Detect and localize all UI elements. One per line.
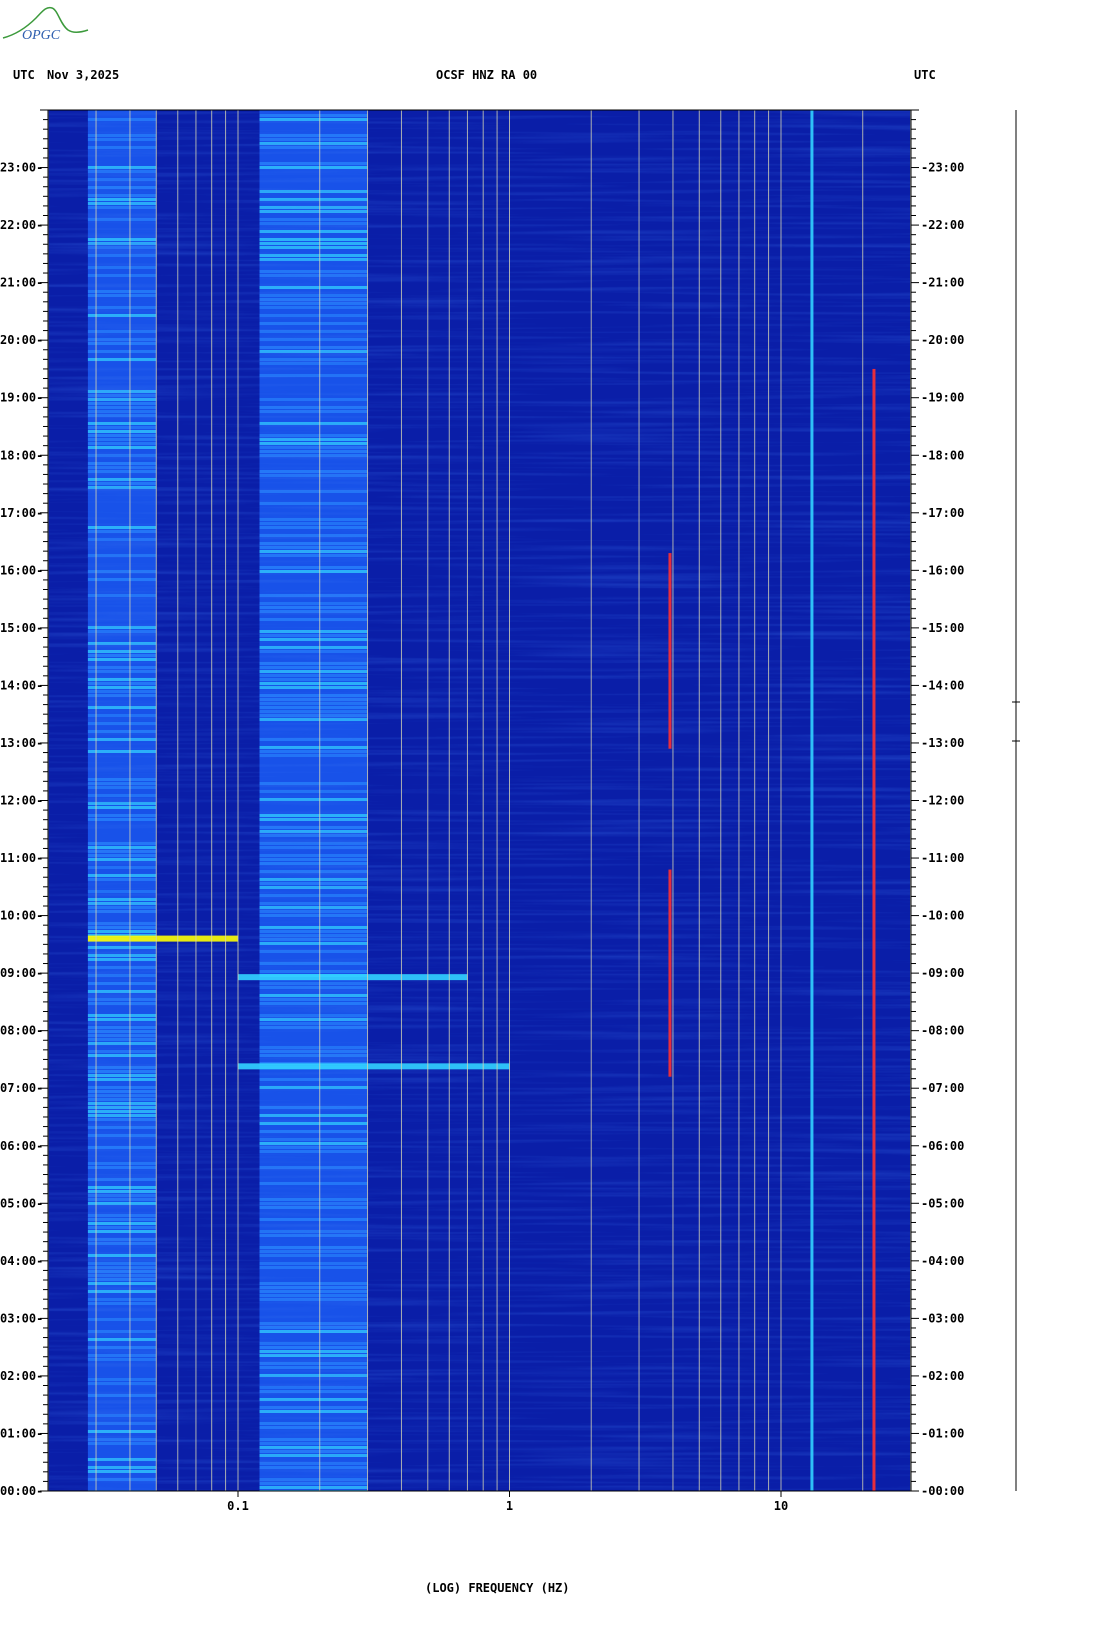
y-tick-label-left: 22:00- [0, 218, 43, 232]
y-tick-label-right: -06:00 [921, 1139, 964, 1153]
y-tick-label-right: -05:00 [921, 1196, 964, 1210]
y-tick-label-right: -16:00 [921, 563, 964, 577]
y-tick-label-right: -10:00 [921, 909, 964, 923]
y-tick-label-left: 23:00- [0, 161, 43, 175]
y-tick-label-left: 09:00- [0, 966, 43, 980]
y-tick-label-right: -00:00 [921, 1484, 964, 1498]
y-tick-label-left: 02:00- [0, 1369, 43, 1383]
y-tick-label-right: -17:00 [921, 506, 964, 520]
y-tick-label-right: -09:00 [921, 966, 964, 980]
y-tick-label-right: -07:00 [921, 1081, 964, 1095]
y-tick-label-left: 00:00- [0, 1484, 43, 1498]
left-timezone-label: UTC [13, 68, 35, 82]
y-tick-label-left: 12:00- [0, 794, 43, 808]
x-tick-label: 1 [506, 1499, 513, 1513]
y-tick-label-left: 05:00- [0, 1196, 43, 1210]
y-tick-label-left: 21:00- [0, 276, 43, 290]
y-tick-label-left: 16:00- [0, 563, 43, 577]
station-title: OCSF HNZ RA 00 [436, 68, 538, 82]
y-tick-label-right: -12:00 [921, 794, 964, 808]
narrowband-line [810, 110, 814, 1491]
y-tick-label-right: -20:00 [921, 333, 964, 347]
y-tick-label-left: 07:00- [0, 1081, 43, 1095]
y-tick-label-left: 20:00- [0, 333, 43, 347]
y-tick-label-right: -01:00 [921, 1426, 964, 1440]
y-tick-label-right: -18:00 [921, 448, 964, 462]
x-tick-label: 0.1 [227, 1499, 249, 1513]
y-tick-label-left: 14:00- [0, 678, 43, 692]
y-tick-label-right: -22:00 [921, 218, 964, 232]
y-tick-label-left: 13:00- [0, 736, 43, 750]
y-tick-label-left: 04:00- [0, 1254, 43, 1268]
y-tick-label-left: 19:00- [0, 391, 43, 405]
y-tick-label-right: -03:00 [921, 1311, 964, 1325]
narrowband-line [872, 368, 876, 1491]
x-axis-label: (LOG) FREQUENCY (HZ) [425, 1581, 570, 1595]
y-tick-label-right: -08:00 [921, 1024, 964, 1038]
svg-text:OPGC: OPGC [22, 28, 61, 43]
y-tick-label-right: -14:00 [921, 678, 964, 692]
y-tick-label-right: -15:00 [921, 621, 964, 635]
y-tick-label-left: 01:00- [0, 1426, 43, 1440]
noise-texture [48, 110, 911, 1491]
y-tick-label-left: 03:00- [0, 1311, 43, 1325]
y-tick-label-left: 08:00- [0, 1024, 43, 1038]
date-label: Nov 3,2025 [47, 68, 120, 82]
y-tick-label-right: -19:00 [921, 391, 964, 405]
y-tick-label-right: -21:00 [921, 276, 964, 290]
y-tick-label-right: -11:00 [921, 851, 964, 865]
event-line [87, 935, 238, 942]
opgc-logo: OPGC [2, 6, 89, 43]
y-tick-label-right: -04:00 [921, 1254, 964, 1268]
right-timezone-label: UTC [914, 68, 936, 82]
y-tick-label-left: 10:00- [0, 909, 43, 923]
y-tick-label-right: -13:00 [921, 736, 964, 750]
y-tick-label-left: 15:00- [0, 621, 43, 635]
narrowband-line [668, 553, 672, 749]
y-tick-label-left: 06:00- [0, 1139, 43, 1153]
narrowband-line [668, 869, 672, 1077]
y-tick-label-left: 11:00- [0, 851, 43, 865]
event-line [238, 1063, 510, 1070]
y-tick-label-right: -02:00 [921, 1369, 964, 1383]
y-tick-label-left: 18:00- [0, 448, 43, 462]
event-line [238, 974, 468, 981]
y-tick-label-left: 17:00- [0, 506, 43, 520]
y-tick-label-right: -23:00 [921, 161, 964, 175]
x-tick-label: 10 [774, 1499, 788, 1513]
